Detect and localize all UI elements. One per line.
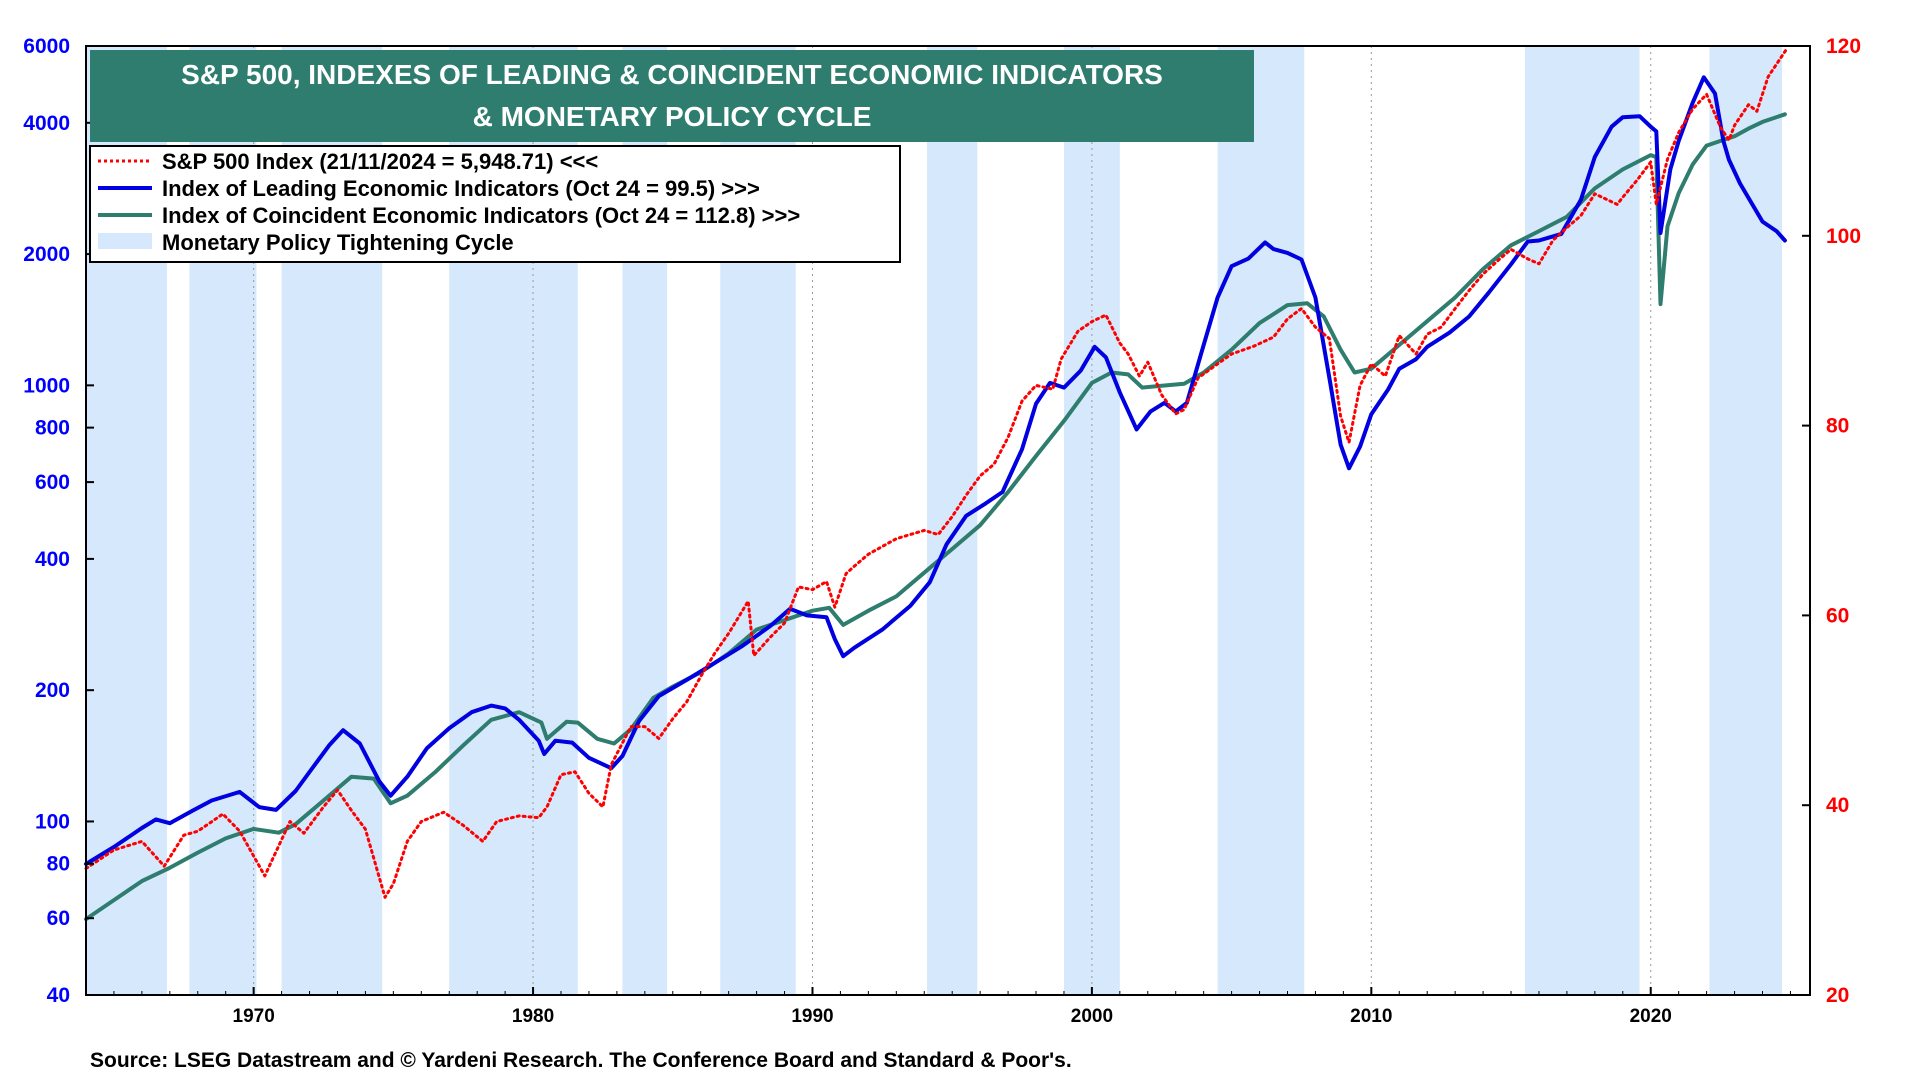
left-tick-label-100: 100 bbox=[35, 810, 70, 833]
left-tick-label-2000: 2000 bbox=[23, 243, 70, 266]
right-tick-label-40: 40 bbox=[1826, 794, 1849, 817]
x-tick-label-1990: 1990 bbox=[791, 1006, 833, 1027]
sp500-series bbox=[84, 46, 1790, 899]
left-tick-label-400: 400 bbox=[35, 548, 70, 571]
right-tick-label-60: 60 bbox=[1826, 604, 1849, 627]
left-tick-label-600: 600 bbox=[35, 471, 70, 494]
left-tick-label-4000: 4000 bbox=[23, 112, 70, 135]
tightening-band-6 bbox=[927, 46, 978, 995]
left-tick-label-200: 200 bbox=[35, 679, 70, 702]
left-axis: 40 60 80 100 200 400 600 800 1000 2000 4000 6000 bbox=[23, 35, 94, 1007]
legend-label-lei: Index of Leading Economic Indicators (Oc… bbox=[162, 176, 760, 201]
title-line-1: S&P 500, INDEXES OF LEADING & COINCIDENT… bbox=[181, 59, 1163, 90]
left-tick-label-80: 80 bbox=[47, 853, 70, 876]
right-axis: 20 40 60 80 100 120 bbox=[1802, 35, 1861, 1007]
left-tick-label-60: 60 bbox=[47, 907, 70, 930]
source-note: Source: LSEG Datastream and © Yardeni Re… bbox=[90, 1049, 1072, 1072]
vertical-gridlines bbox=[253, 46, 1652, 995]
coincident-line bbox=[84, 112, 1787, 922]
right-tick-label-100: 100 bbox=[1826, 225, 1861, 248]
x-tick-label-2000: 2000 bbox=[1071, 1006, 1113, 1027]
left-tick-label-800: 800 bbox=[35, 417, 70, 440]
tightening-band-8 bbox=[1217, 46, 1305, 995]
legend-label-sp500: S&P 500 Index (21/11/2024 = 5,948.71) <<… bbox=[162, 149, 598, 174]
legend-label-shade: Monetary Policy Tightening Cycle bbox=[162, 230, 514, 255]
x-tick-label-2020: 2020 bbox=[1630, 1006, 1672, 1027]
right-tick-label-20: 20 bbox=[1826, 984, 1849, 1007]
left-tick-label-1000: 1000 bbox=[23, 374, 70, 397]
legend: S&P 500 Index (21/11/2024 = 5,948.71) <<… bbox=[89, 145, 901, 263]
title-box bbox=[90, 50, 1254, 142]
sp500-line bbox=[84, 46, 1790, 899]
title-line-2: & MONETARY POLICY CYCLE bbox=[473, 101, 872, 132]
x-axis: 1970 1980 1990 2000 2010 2020 bbox=[85, 987, 1791, 1027]
legend-box bbox=[89, 145, 901, 263]
left-tick-label-6000: 6000 bbox=[23, 35, 70, 58]
legend-label-cei: Index of Coincident Economic Indicators … bbox=[162, 203, 800, 228]
tightening-band-10 bbox=[1709, 46, 1783, 995]
x-tick-label-2010: 2010 bbox=[1350, 1006, 1392, 1027]
right-tick-label-120: 120 bbox=[1826, 35, 1861, 58]
x-tick-label-1980: 1980 bbox=[512, 1006, 554, 1027]
legend-swatch-shade bbox=[98, 233, 152, 249]
x-tick-label-1970: 1970 bbox=[233, 1006, 275, 1027]
plot-frame bbox=[85, 45, 1811, 996]
chart-title: S&P 500, INDEXES OF LEADING & COINCIDENT… bbox=[90, 50, 1254, 142]
left-tick-label-40: 40 bbox=[47, 984, 70, 1007]
tightening-band-9 bbox=[1524, 46, 1640, 995]
leading-series bbox=[84, 75, 1787, 866]
right-tick-label-80: 80 bbox=[1826, 415, 1849, 438]
coincident-series bbox=[84, 112, 1787, 922]
leading-line bbox=[84, 75, 1787, 866]
